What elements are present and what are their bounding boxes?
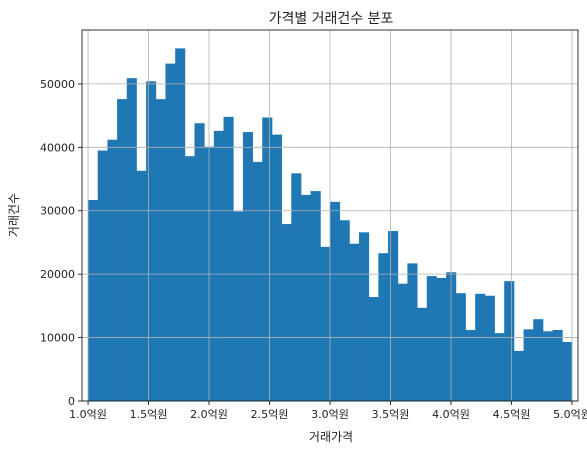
histogram-bar bbox=[436, 277, 447, 401]
histogram-bar bbox=[262, 117, 273, 402]
x-tick-label: 1.0억원 bbox=[69, 408, 107, 421]
histogram-bar bbox=[155, 99, 166, 401]
histogram-bar bbox=[542, 331, 553, 401]
x-tick-label: 5.0억원 bbox=[553, 408, 587, 421]
histogram-bar bbox=[300, 194, 312, 401]
x-tick-label: 3.5억원 bbox=[372, 408, 410, 421]
histogram-bar bbox=[426, 276, 437, 401]
y-tick-label: 20000 bbox=[40, 268, 75, 281]
histogram-bar bbox=[175, 48, 186, 401]
histogram-bar bbox=[378, 253, 389, 401]
histogram-bar bbox=[136, 170, 147, 401]
histogram-bar bbox=[281, 224, 292, 401]
histogram-bar bbox=[523, 329, 534, 401]
histogram-bar bbox=[271, 134, 283, 401]
histogram-bar bbox=[223, 116, 234, 401]
histogram-bar bbox=[126, 78, 137, 401]
histogram-bar bbox=[97, 150, 108, 401]
histogram-bar bbox=[359, 232, 370, 401]
x-tick-label: 1.5억원 bbox=[130, 408, 168, 421]
histogram-bar bbox=[494, 333, 505, 401]
y-axis-ticks: 0 10000 20000 30000 40000 50000 bbox=[40, 78, 82, 408]
histogram-bar bbox=[233, 211, 244, 401]
x-tick-label: 3.0억원 bbox=[311, 408, 349, 421]
histogram-bar bbox=[184, 156, 195, 401]
histogram-bar bbox=[417, 307, 428, 401]
y-tick-label: 40000 bbox=[40, 141, 75, 154]
histogram-bar bbox=[310, 191, 321, 401]
x-axis-ticks: 1.0억원 1.5억원 2.0억원 2.5억원 3.0억원 3.5억원 4.0억원 4.5억원… bbox=[69, 401, 587, 421]
histogram-bar bbox=[484, 295, 495, 401]
x-tick-label: 2.0억원 bbox=[190, 408, 228, 421]
histogram-bar bbox=[88, 199, 99, 401]
histogram-bar bbox=[397, 283, 408, 401]
histogram-bar bbox=[407, 263, 418, 401]
histogram-bar bbox=[165, 63, 176, 402]
chart-title: 가격별 거래건수 분포 bbox=[269, 11, 394, 27]
histogram-bar bbox=[562, 342, 573, 401]
histogram-bar bbox=[552, 329, 563, 401]
y-tick-label: 10000 bbox=[40, 332, 75, 345]
histogram-bar bbox=[330, 201, 341, 401]
x-tick-label: 2.5억원 bbox=[251, 408, 289, 421]
histogram-bar bbox=[194, 123, 205, 401]
histogram-bar bbox=[291, 173, 302, 401]
histogram-bar bbox=[533, 319, 544, 401]
histogram-bar bbox=[465, 329, 476, 401]
y-tick-label: 50000 bbox=[40, 78, 75, 91]
histogram-bar bbox=[504, 281, 515, 401]
histogram-bar bbox=[117, 99, 128, 401]
histogram-bar bbox=[388, 231, 399, 401]
histogram-bar bbox=[252, 161, 263, 401]
histogram-bar bbox=[349, 243, 360, 401]
histogram-bar bbox=[368, 296, 379, 401]
histogram-bar bbox=[475, 293, 486, 401]
histogram-bar bbox=[339, 220, 350, 401]
histogram-bar bbox=[513, 350, 524, 401]
histogram-bar bbox=[242, 132, 253, 401]
histogram-bar bbox=[320, 246, 331, 401]
histogram-bar bbox=[213, 130, 224, 401]
y-axis-label: 거래건수 bbox=[7, 193, 21, 237]
y-tick-label: 0 bbox=[68, 395, 75, 408]
histogram-bar bbox=[107, 139, 118, 401]
x-tick-label: 4.0억원 bbox=[432, 408, 470, 421]
x-tick-label: 4.5억원 bbox=[493, 408, 531, 421]
histogram-bar bbox=[455, 293, 466, 401]
y-tick-label: 30000 bbox=[40, 205, 75, 218]
x-axis-label: 거래가격 bbox=[309, 430, 353, 444]
histogram-bar bbox=[146, 81, 157, 402]
